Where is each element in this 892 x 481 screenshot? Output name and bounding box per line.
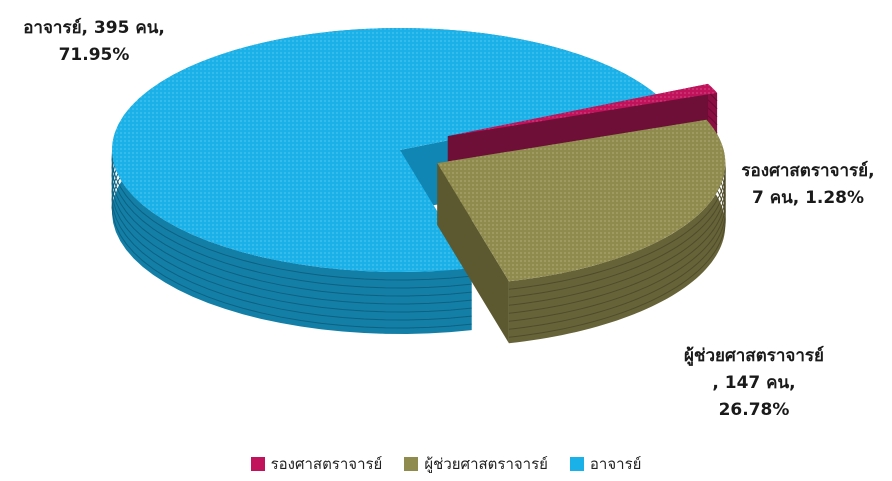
data-label-ajarn-line1: อาจารย์, 395 คน, xyxy=(23,18,165,38)
pie-slice-rim-stripe xyxy=(707,107,718,118)
legend-label-phuchuay: ผู้ช่วยศาสตราจารย์ xyxy=(424,455,548,473)
data-label-rong: รองศาสตราจารย์, 7 คน, 1.28% xyxy=(728,158,888,212)
pie-slice-top xyxy=(447,83,718,137)
pie-slice-rim-stripe xyxy=(707,99,718,110)
data-label-phuchuay-line1: ผู้ช่วยศาสตราจารย์ xyxy=(683,346,825,366)
pie-slice-rim-stripe xyxy=(508,175,726,338)
pie-slice-rim-stripe xyxy=(707,115,718,126)
legend-item-ajarn: อาจารย์ xyxy=(569,452,642,476)
data-label-phuchuay-line2: , 147 คน, xyxy=(712,373,796,393)
legend-item-rong: รองศาสตราจารย์ xyxy=(250,452,383,476)
pie-slice-top xyxy=(437,119,726,282)
legend-swatch-ajarn xyxy=(569,457,584,471)
legend-item-phuchuay: ผู้ช่วยศาสตราจารย์ xyxy=(404,452,548,476)
pie-slice-rim-stripe xyxy=(508,167,726,330)
data-label-phuchuay-line3: 26.78% xyxy=(718,400,790,420)
pie-slice-rim-stripe xyxy=(508,151,726,314)
pie-slice-rim-stripe xyxy=(508,159,726,322)
pie-slice-wall xyxy=(437,163,509,344)
legend-label-ajarn: อาจารย์ xyxy=(589,455,642,473)
pie-slice-rim xyxy=(508,119,726,344)
pie-slice-rim-stripe xyxy=(508,143,726,306)
pie-slice-top xyxy=(111,27,661,272)
data-label-rong-line1: รองศาสตราจารย์, xyxy=(741,161,875,181)
chart-legend: รองศาสตราจารย์ ผู้ช่วยศาสตราจารย์ อาจารย… xyxy=(0,452,892,476)
data-label-rong-line2: 7 คน, 1.28% xyxy=(751,188,865,208)
pie-slice-ผู้ช่วยศาสตราจารย์ xyxy=(437,119,726,344)
legend-label-rong: รองศาสตราจารย์ xyxy=(270,455,383,473)
legend-swatch-rong xyxy=(250,457,265,471)
data-label-ajarn: อาจารย์, 395 คน, 71.95% xyxy=(8,15,180,69)
data-label-ajarn-line2: 71.95% xyxy=(58,45,130,65)
data-label-phuchuay: ผู้ช่วยศาสตราจารย์ , 147 คน, 26.78% xyxy=(662,343,846,424)
legend-swatch-phuchuay xyxy=(404,457,419,471)
